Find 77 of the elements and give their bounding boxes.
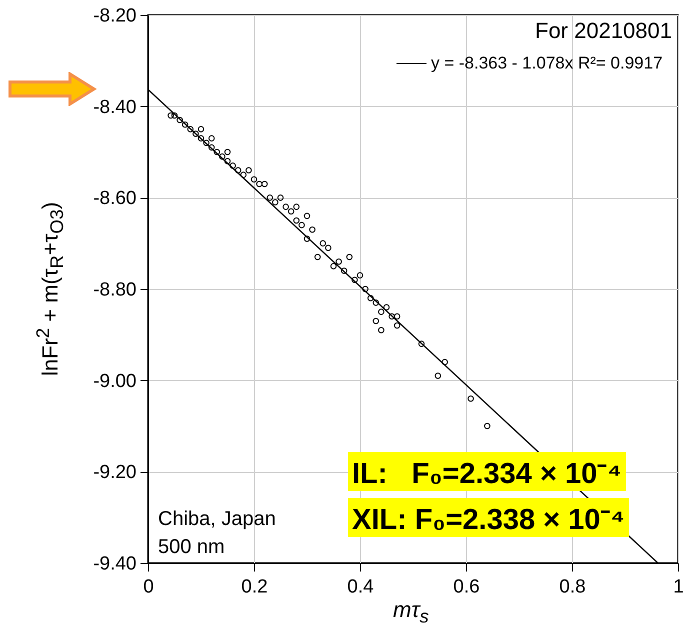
- x-tick-label: 1: [673, 576, 684, 598]
- point: [171, 112, 178, 119]
- point: [340, 268, 348, 274]
- point: [214, 148, 220, 156]
- point: [314, 254, 321, 260]
- point: [288, 208, 294, 215]
- point: [224, 158, 231, 164]
- annotation: 500 nm: [158, 536, 225, 559]
- point: [330, 263, 337, 270]
- point: [372, 318, 380, 324]
- point: [182, 121, 188, 128]
- point: [293, 204, 300, 210]
- point: [434, 372, 442, 379]
- point: [234, 167, 242, 174]
- point: [266, 194, 274, 201]
- y-tick-label: -9.40: [93, 554, 136, 574]
- y-tick-label: -8.20: [93, 6, 136, 26]
- point: [304, 236, 310, 242]
- point: [208, 135, 215, 142]
- point: [468, 395, 474, 402]
- point: [367, 294, 374, 302]
- point: [378, 308, 384, 315]
- annotation: XIL: F₀=2.338 × 10⁻⁴: [348, 498, 629, 537]
- point: [168, 112, 174, 119]
- y-tick-label: -9.00: [93, 370, 136, 392]
- x-tick-label: 0: [143, 576, 154, 598]
- point: [388, 313, 395, 320]
- point: [356, 272, 364, 278]
- point: [346, 254, 353, 260]
- point: [394, 322, 400, 329]
- point: [246, 167, 252, 174]
- point: [277, 194, 284, 201]
- x-tick-label: 0.6: [453, 576, 480, 598]
- point: [418, 340, 425, 347]
- annotation: IL: F₀=2.334 × 10⁻⁴: [348, 452, 626, 491]
- point: [394, 313, 400, 320]
- point: [484, 422, 490, 430]
- x-tick-label: 0.4: [347, 576, 374, 598]
- y-tick-label: -8.60: [93, 188, 136, 210]
- point: [272, 199, 278, 206]
- point: [304, 212, 310, 220]
- point: [298, 222, 305, 228]
- point: [250, 176, 258, 183]
- annotation: Chiba, Japan: [158, 508, 276, 531]
- point: [198, 135, 204, 142]
- legend-title: For 20210801: [535, 18, 672, 43]
- point: [261, 180, 268, 188]
- y-tick-label: -8.80: [93, 280, 136, 300]
- point: [325, 244, 332, 252]
- point: [230, 162, 236, 169]
- y-tick-label: -8.40: [93, 96, 136, 118]
- point: [362, 286, 368, 292]
- point: [442, 358, 448, 366]
- point: [240, 172, 247, 178]
- point: [320, 240, 326, 246]
- point: [293, 217, 300, 224]
- point: [372, 300, 380, 306]
- point: [208, 144, 215, 151]
- point: [187, 126, 194, 132]
- point: [282, 204, 289, 210]
- y-tick-label: -9.20: [93, 462, 136, 484]
- x-tick-label: 0.8: [559, 576, 586, 598]
- point: [256, 180, 262, 188]
- point: [203, 140, 210, 146]
- x-axis-title: mτ$_{s}$: [393, 597, 429, 628]
- point: [192, 130, 199, 137]
- point: [309, 226, 316, 233]
- point: [224, 148, 231, 156]
- point: [336, 258, 342, 265]
- point: [383, 304, 390, 310]
- point: [176, 116, 183, 124]
- point: [198, 126, 204, 132]
- point: [352, 276, 358, 284]
- legend-label: y = -8.363 - 1.078x R²= 0.9917: [431, 54, 663, 72]
- x-tick-label: 0.2: [241, 576, 268, 598]
- point: [219, 153, 226, 160]
- point: [378, 326, 384, 334]
